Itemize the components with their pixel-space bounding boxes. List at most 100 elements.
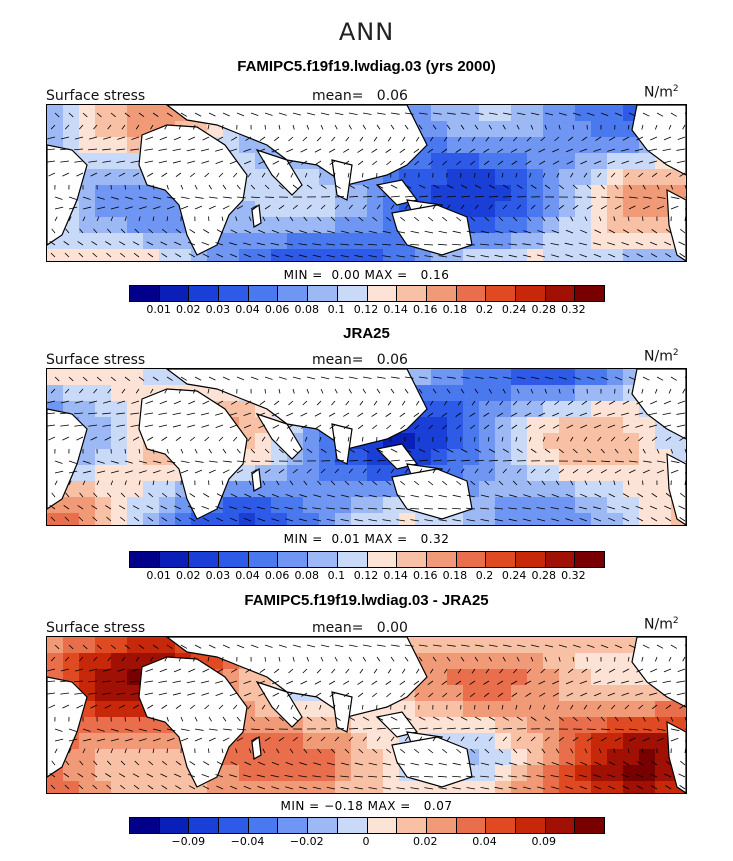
- wind-vector: [665, 253, 672, 258]
- stress-field-cell: [591, 449, 608, 466]
- stress-field-cell: [367, 733, 384, 750]
- wind-vector: [509, 494, 518, 498]
- wind-vector: [642, 644, 650, 649]
- wind-vector: [634, 412, 644, 416]
- stress-field-cell: [351, 513, 368, 525]
- stress-field-cell: [623, 217, 640, 234]
- wind-vector: [511, 424, 518, 429]
- stress-field-cell: [575, 417, 592, 434]
- wind-vector: [474, 112, 484, 115]
- wind-vector: [178, 124, 182, 130]
- stress-field-cell: [79, 749, 96, 766]
- stress-field-cell: [143, 765, 160, 782]
- wind-vector: [147, 784, 154, 790]
- colorbar-tick-label: 0.24: [501, 303, 527, 316]
- stress-field-cell: [623, 417, 640, 434]
- wind-vector: [621, 692, 630, 696]
- stress-field-cell: [447, 385, 464, 402]
- stress-field-cell: [319, 717, 336, 734]
- wind-vector: [278, 644, 287, 648]
- wind-vector: [110, 470, 120, 474]
- wind-vector: [147, 172, 154, 177]
- wind-vector: [552, 692, 560, 697]
- wind-vector: [678, 241, 686, 246]
- wind-vector: [218, 172, 224, 178]
- wind-vector: [264, 184, 270, 190]
- colorbar-tick-label: 0.16: [413, 569, 438, 582]
- wind-vector: [665, 228, 672, 234]
- wind-vector: [432, 124, 437, 130]
- wind-vector: [485, 668, 490, 674]
- wind-vector: [385, 148, 392, 153]
- wind-vector: [203, 761, 210, 766]
- wind-vector: [642, 184, 646, 190]
- stress-field-cell: [607, 481, 624, 498]
- wind-vector: [579, 786, 588, 790]
- land-mass: [138, 388, 248, 520]
- colorbar-tick-label: 0.02: [413, 835, 438, 848]
- wind-vector: [312, 518, 322, 522]
- wind-vector: [656, 728, 666, 731]
- stress-field-cell: [479, 513, 496, 525]
- wind-vector: [400, 480, 406, 486]
- wind-vector: [593, 253, 602, 258]
- wind-vector: [414, 480, 420, 486]
- wind-vector: [684, 184, 686, 190]
- wind-vector: [376, 656, 381, 662]
- wind-vector: [79, 492, 84, 498]
- colorbar-swatch: [337, 818, 368, 833]
- wind-vector: [642, 469, 650, 474]
- stress-field-cell: [271, 481, 288, 498]
- wind-vector: [565, 148, 574, 153]
- stress-field-cell: [95, 105, 112, 122]
- colorbar-swatch: [456, 286, 487, 301]
- wind-vector: [621, 424, 630, 428]
- wind-vector: [516, 716, 523, 721]
- wind-vector: [304, 704, 308, 710]
- wind-vector: [400, 216, 406, 222]
- wind-vector: [676, 148, 686, 151]
- stress-field-cell: [255, 717, 272, 734]
- wind-vector: [446, 388, 451, 394]
- colorbar-swatch: [130, 286, 160, 301]
- wind-vector: [68, 470, 78, 474]
- wind-vector: [215, 160, 224, 164]
- wind-vector: [134, 228, 140, 234]
- stress-field-cell: [111, 369, 128, 386]
- wind-vector: [208, 644, 216, 649]
- stress-field-cell: [271, 765, 288, 782]
- wind-vector: [320, 656, 324, 662]
- stress-field-cell: [447, 653, 464, 670]
- stress-field-cell: [271, 449, 288, 466]
- wind-vector: [62, 172, 70, 177]
- wind-vector: [608, 136, 616, 141]
- stress-field-cell: [111, 137, 128, 154]
- wind-vector: [376, 124, 381, 130]
- wind-vector: [488, 644, 498, 647]
- stress-field-cell: [335, 465, 352, 482]
- stress-field-cell: [415, 685, 432, 702]
- wind-vector: [438, 519, 448, 522]
- stress-field-cell: [431, 449, 448, 466]
- stress-field-cell: [111, 513, 128, 525]
- stress-field-cell: [607, 249, 624, 261]
- wind-vector: [144, 680, 154, 683]
- wind-vector: [290, 436, 294, 442]
- stress-field-cell: [591, 653, 608, 670]
- wind-vector: [677, 136, 686, 141]
- wind-vector: [662, 148, 672, 152]
- wind-vector: [480, 787, 490, 790]
- wind-vector: [236, 644, 245, 649]
- stress-field-cell: [239, 137, 256, 154]
- wind-vector: [565, 493, 574, 498]
- panel-3-units-exp: 2: [672, 616, 679, 626]
- wind-vector: [166, 728, 176, 732]
- wind-vector: [320, 184, 327, 189]
- wind-vector: [512, 480, 518, 486]
- wind-vector: [620, 148, 630, 152]
- wind-vector: [340, 786, 350, 790]
- wind-vector: [236, 112, 245, 117]
- wind-vector: [334, 736, 340, 742]
- wind-vector: [404, 184, 412, 189]
- stress-field-cell: [463, 105, 480, 122]
